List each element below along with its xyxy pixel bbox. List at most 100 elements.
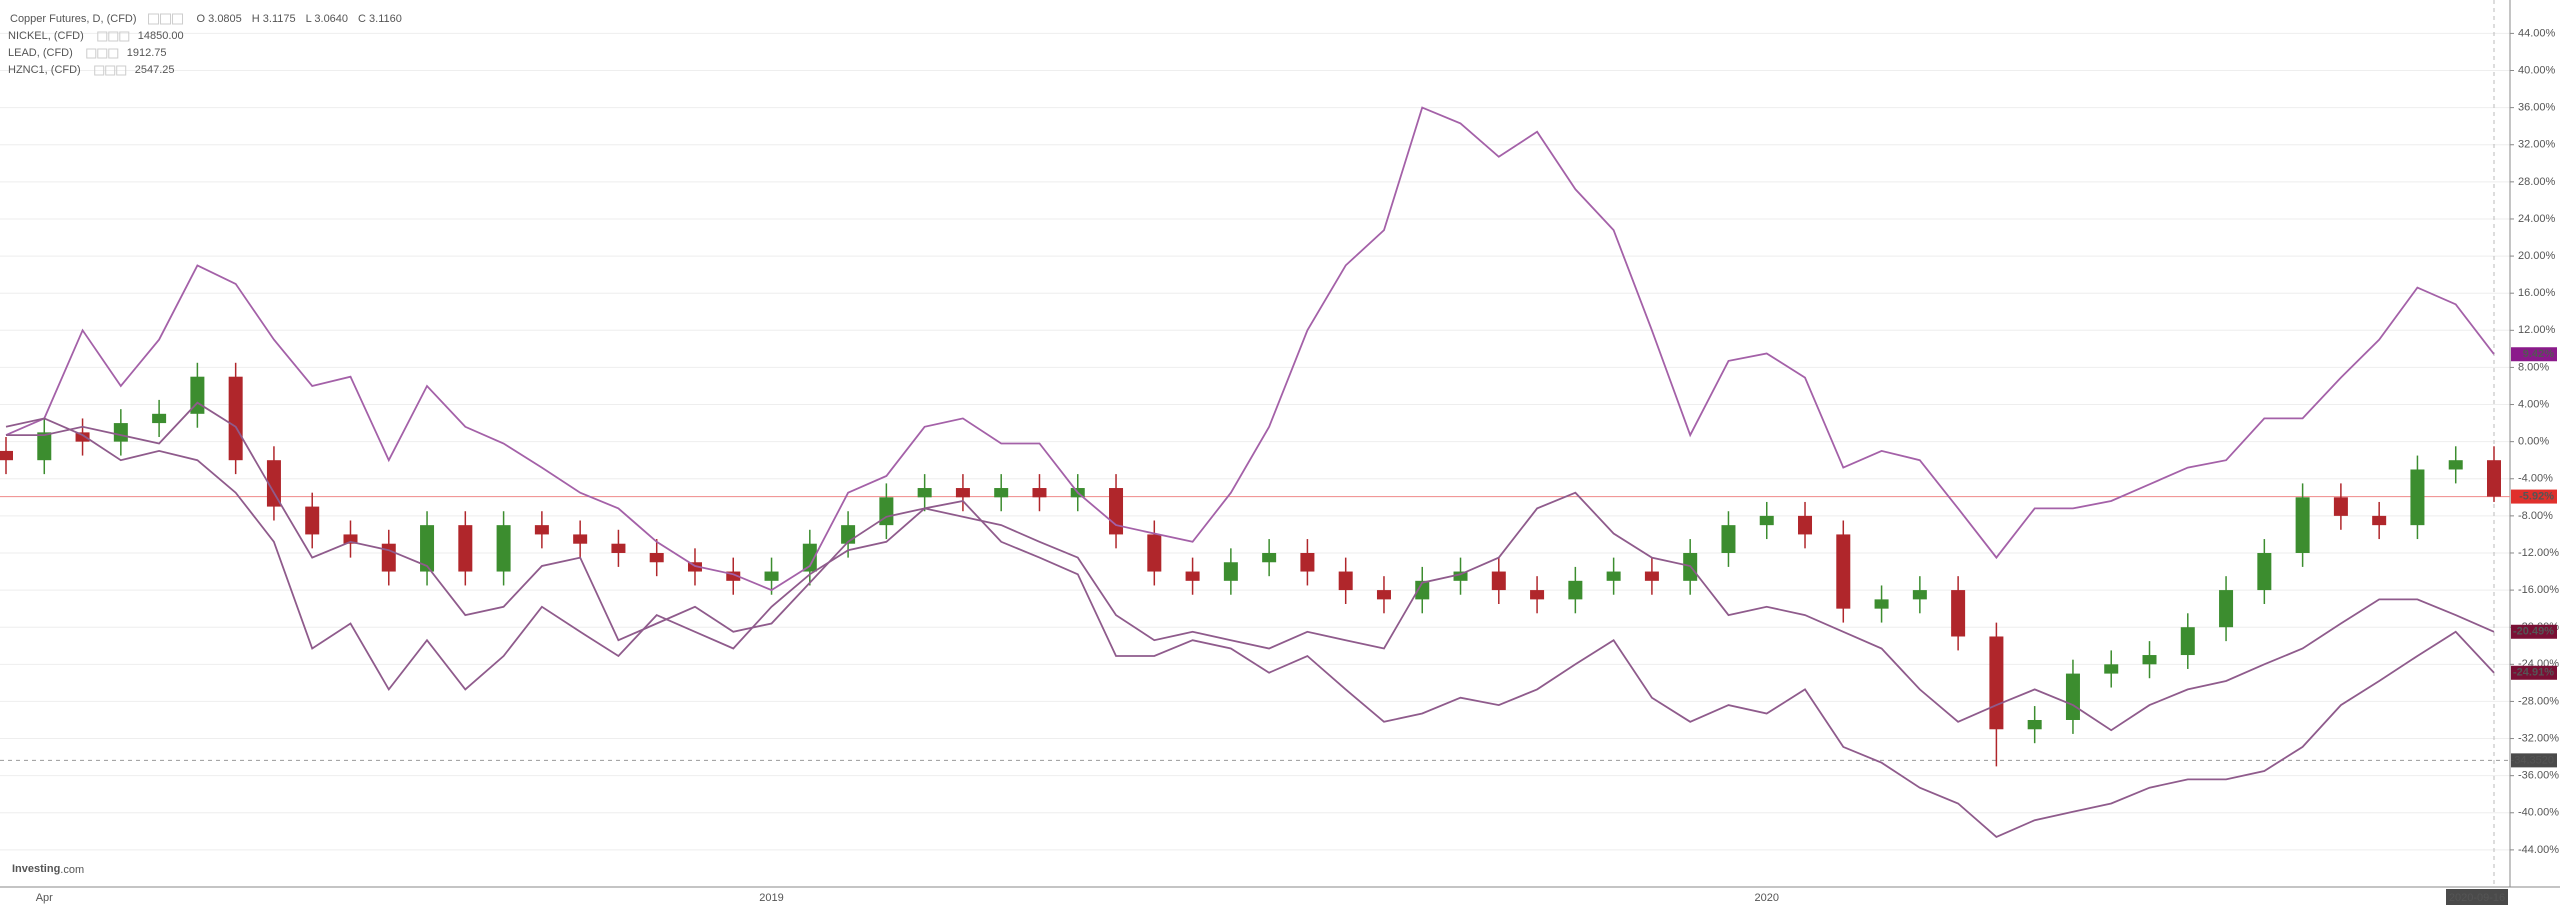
value-tag [2511, 665, 2557, 680]
y-tick-label: 20.00% [2518, 250, 2556, 262]
candle-body [2333, 497, 2348, 516]
candle-body [2257, 552, 2272, 591]
candle-body [2219, 590, 2234, 628]
x-tick-label: 2020-09-16 [2449, 892, 2505, 904]
candle-body [1606, 571, 1621, 581]
y-tick-label: 44.00% [2518, 27, 2556, 39]
candle-body [534, 525, 549, 535]
candle-body [2142, 655, 2157, 665]
series-line [5, 106, 2495, 592]
y-tick-label: 4.00% [2518, 398, 2549, 410]
value-tag-label: -20.49% [2513, 626, 2554, 638]
y-tick-label: -28.00% [2518, 695, 2559, 707]
candle-body [2295, 497, 2310, 553]
legend-name: HZNC1, (CFD) [8, 64, 81, 76]
candle-body [1223, 562, 1238, 581]
legend-ohlc: O 3.0805 [197, 13, 242, 25]
candle-body [1912, 590, 1927, 600]
candle-body [1147, 534, 1162, 572]
legend-ohlc: C 3.1160 [358, 13, 402, 25]
candle-body [2410, 469, 2425, 526]
y-tick-label: -32.00% [2518, 732, 2559, 744]
legend-icon [172, 13, 184, 25]
x-label-box [2446, 889, 2508, 905]
candle-body [1032, 488, 1047, 498]
candle-body [1338, 571, 1353, 591]
candle-body [2180, 627, 2195, 656]
y-tick-label: -36.00% [2518, 770, 2559, 782]
candle-body [152, 413, 167, 424]
candle-body [37, 432, 52, 461]
y-tick-label: 8.00% [2518, 361, 2549, 373]
candle-body [1568, 580, 1583, 600]
x-tick-label: 2020 [1754, 892, 1778, 904]
candle-body [1951, 590, 1966, 637]
candle-body [726, 571, 741, 581]
legend-name: NICKEL, (CFD) [8, 30, 84, 42]
candle-body [2065, 673, 2080, 720]
candle-body [1415, 580, 1430, 600]
candle-body [611, 543, 626, 553]
y-tick-label: 40.00% [2518, 64, 2556, 76]
y-tick-label: 16.00% [2518, 287, 2556, 299]
watermark-brand: Investing [12, 863, 60, 875]
value-tag [2511, 489, 2557, 504]
candle-body [1491, 571, 1506, 591]
y-tick-label: 0.00% [2518, 436, 2549, 448]
legend-value: 2547.25 [135, 64, 175, 76]
candle-body [228, 376, 243, 461]
candle-body [0, 450, 13, 461]
candle-body [1759, 515, 1774, 526]
x-tick-label: Apr [36, 892, 53, 904]
legend-icon [148, 13, 160, 25]
y-tick-label: 24.00% [2518, 213, 2556, 225]
y-tick-label: -16.00% [2518, 584, 2559, 596]
candle-body [649, 552, 664, 563]
candle-body [2104, 664, 2119, 674]
candle-body [1300, 552, 1315, 572]
legend-title: Copper Futures, D, (CFD) [10, 13, 137, 25]
crosshair-tag-label: -34.3520 [2511, 754, 2554, 766]
y-tick-label: 28.00% [2518, 176, 2556, 188]
candle-body [1836, 534, 1851, 609]
candle-body [1376, 590, 1391, 600]
y-tick-label: -4.00% [2518, 473, 2553, 485]
candle-body [343, 534, 358, 544]
candle-body [1874, 599, 1889, 609]
legend-ohlc: H 3.1175 [252, 13, 296, 25]
series-line [5, 417, 2495, 838]
y-tick-label: 12.00% [2518, 324, 2556, 336]
legend-icon [105, 65, 116, 76]
candle-body [802, 543, 817, 572]
legend-icon [86, 48, 97, 59]
legend-ohlc: L 3.0640 [306, 13, 348, 25]
y-tick-label: -44.00% [2518, 844, 2559, 856]
legend-value: 1912.75 [127, 47, 167, 59]
candle-body [305, 506, 320, 535]
candle-body [1798, 515, 1813, 535]
candle-body [1644, 571, 1659, 581]
legend-icon [119, 31, 130, 42]
legend-value: 14850.00 [138, 30, 184, 42]
y-tick-label: -12.00% [2518, 547, 2559, 559]
watermark-suffix: .com [60, 864, 84, 876]
candle-body [573, 534, 588, 544]
candle-body [1185, 571, 1200, 581]
candles [0, 362, 2510, 767]
legend-icon [116, 65, 127, 76]
y-tick-label: 36.00% [2518, 102, 2556, 114]
legend-icon [97, 31, 108, 42]
value-tag [2511, 347, 2557, 362]
crosshair-tag [2511, 753, 2557, 768]
candle-body [1989, 636, 2004, 730]
candle-body [917, 488, 932, 498]
y-tick-label: -40.00% [2518, 807, 2559, 819]
candle-body [955, 488, 970, 498]
candle-body [1530, 590, 1545, 600]
candle-body [764, 571, 779, 581]
candle-body [2448, 460, 2463, 470]
candle-body [458, 525, 473, 572]
value-tag [2511, 624, 2557, 639]
